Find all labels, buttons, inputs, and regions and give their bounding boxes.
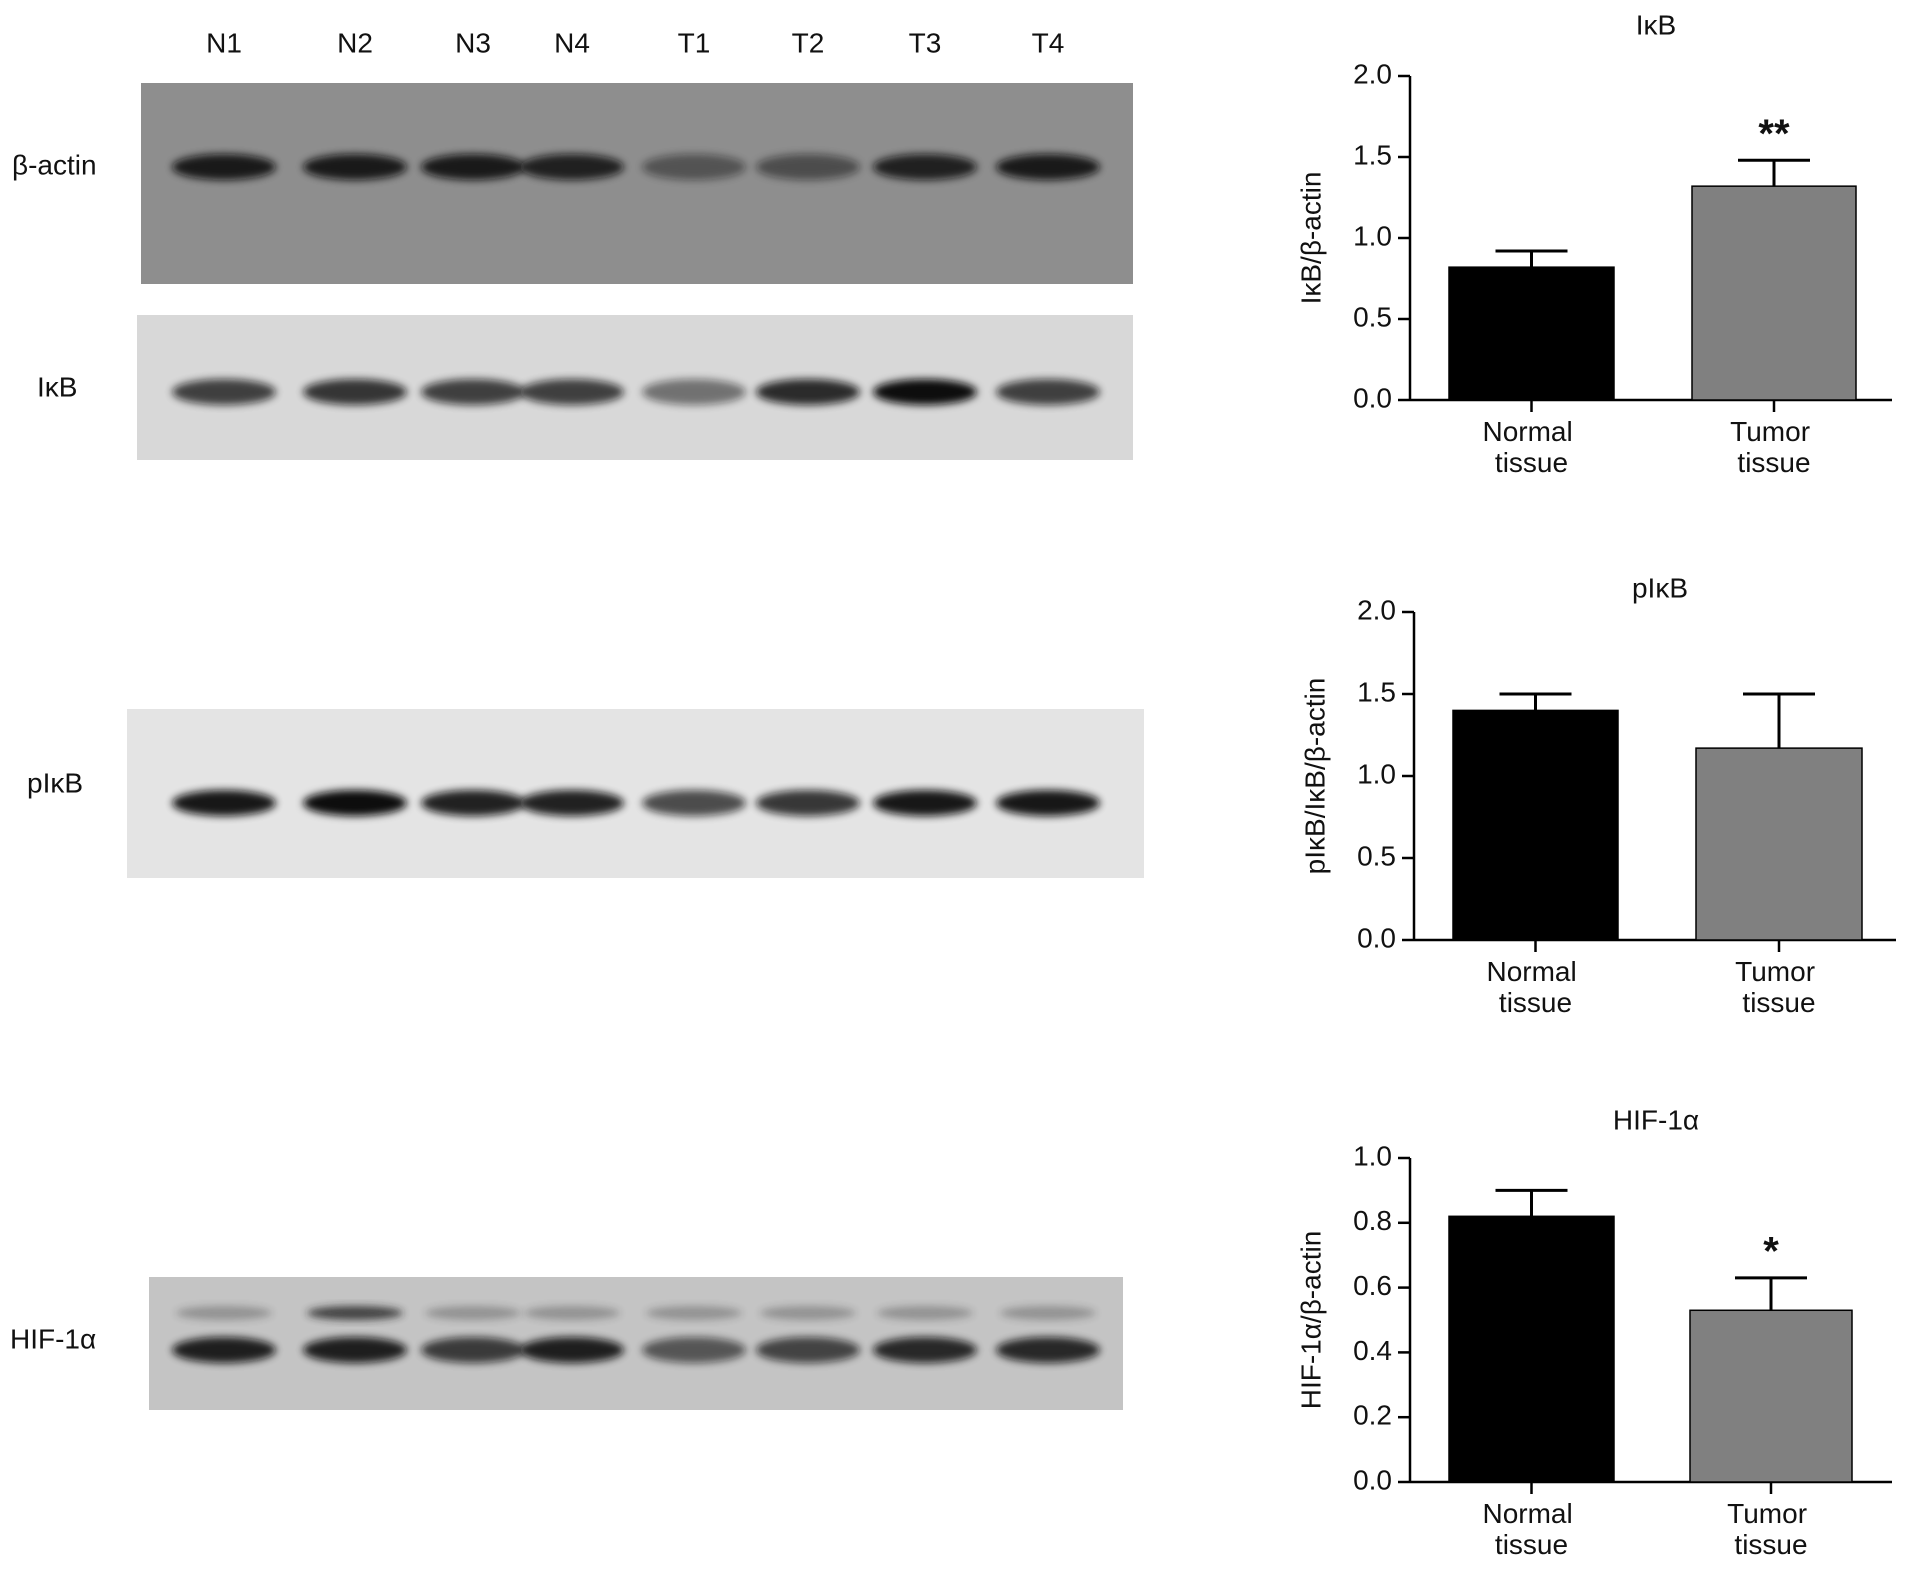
significance-label: *: [1763, 1229, 1779, 1273]
bar: [1448, 1215, 1615, 1483]
blot-band: [303, 1337, 407, 1363]
blot-band: [996, 379, 1100, 405]
y-tick-label: 2.0: [1353, 58, 1392, 89]
chart-title: HIF-1α: [1613, 1104, 1699, 1135]
blot-band: [646, 1306, 742, 1320]
blot-band: [421, 1337, 525, 1363]
lane-label: N4: [554, 27, 590, 58]
blot-band: [642, 1337, 746, 1363]
blot-band: [873, 790, 977, 816]
blot-band: [642, 790, 746, 816]
y-tick-label: 0.2: [1353, 1400, 1392, 1431]
blot-band: [520, 1337, 624, 1363]
blot-band: [524, 1306, 620, 1320]
blot-band: [425, 1306, 521, 1320]
y-axis-label: IκB/β-actin: [1295, 172, 1326, 305]
y-tick-label: 1.0: [1353, 220, 1392, 251]
blot-membrane: [149, 1277, 1123, 1410]
bar: [1689, 1309, 1853, 1483]
blot-band: [303, 790, 407, 816]
x-tick-label: Normal tissue: [1486, 956, 1584, 1018]
chart-title: pIκB: [1632, 572, 1688, 603]
blot-band: [642, 154, 746, 180]
blot-band: [877, 1306, 973, 1320]
x-tick-label: Tumor tissue: [1735, 956, 1823, 1018]
blot-band: [307, 1306, 403, 1320]
blot-band: [1000, 1306, 1096, 1320]
y-tick-label: 0.4: [1353, 1335, 1392, 1366]
blot-band: [172, 379, 276, 405]
y-tick-label: 0.6: [1353, 1270, 1392, 1301]
y-tick-label: 2.0: [1357, 594, 1396, 625]
blot-band: [873, 154, 977, 180]
blot-band: [172, 1337, 276, 1363]
blot-band: [760, 1306, 856, 1320]
bar: [1691, 185, 1857, 401]
blot-band: [756, 790, 860, 816]
blot-band: [520, 790, 624, 816]
blot-band: [756, 379, 860, 405]
blot-band: [172, 154, 276, 180]
western-blots: N1 N2 N3 N4 T1 T2 T3 T4 β-actin IκB pIκB HIF-1α: [10, 27, 1144, 1410]
row-label: IκB: [37, 371, 77, 402]
blot-band: [756, 154, 860, 180]
row-label: β-actin: [12, 149, 97, 180]
y-axis-label: pIκB/IκB/β-actin: [1299, 678, 1330, 875]
blot-band: [421, 790, 525, 816]
y-tick-label: 0.5: [1357, 840, 1396, 871]
lane-label: T4: [1032, 27, 1065, 58]
y-tick-label: 0.8: [1353, 1205, 1392, 1236]
significance-label: **: [1758, 112, 1790, 156]
row-label: pIκB: [27, 767, 83, 798]
bar: [1695, 747, 1863, 941]
x-tick-label: Normal tissue: [1482, 1498, 1580, 1560]
blot-band: [303, 154, 407, 180]
blot-band: [756, 1337, 860, 1363]
y-tick-label: 0.0: [1353, 1464, 1392, 1495]
blot-membrane: [141, 83, 1133, 284]
bar: [1448, 266, 1615, 401]
blot-band: [520, 154, 624, 180]
blot-band: [520, 379, 624, 405]
x-tick-label: Normal tissue: [1482, 416, 1580, 478]
blot-membrane: [137, 315, 1133, 460]
blot-band: [642, 379, 746, 405]
blot-band: [996, 790, 1100, 816]
blot-band: [303, 379, 407, 405]
lane-label: N2: [337, 27, 373, 58]
y-tick-label: 0.0: [1353, 382, 1392, 413]
y-tick-label: 1.5: [1357, 676, 1396, 707]
blot-band: [172, 790, 276, 816]
lane-label: N3: [455, 27, 491, 58]
y-axis-label: HIF-1α/β-actin: [1295, 1231, 1326, 1410]
y-tick-label: 0.5: [1353, 301, 1392, 332]
blot-band: [996, 1337, 1100, 1363]
lane-label: T2: [792, 27, 825, 58]
x-tick-label: Tumor tissue: [1730, 416, 1818, 478]
lane-label: N1: [206, 27, 242, 58]
blot-band: [421, 379, 525, 405]
y-tick-label: 1.0: [1357, 758, 1396, 789]
blot-band: [873, 1337, 977, 1363]
bar: [1452, 709, 1619, 941]
y-tick-label: 1.0: [1353, 1140, 1392, 1171]
blot-band: [996, 154, 1100, 180]
lane-label: T3: [909, 27, 942, 58]
blot-band: [421, 154, 525, 180]
lane-label: T1: [678, 27, 711, 58]
y-tick-label: 1.5: [1353, 139, 1392, 170]
chart-title: IκB: [1636, 9, 1676, 40]
row-label: HIF-1α: [10, 1323, 96, 1354]
blot-membrane: [127, 709, 1144, 878]
blot-band: [873, 379, 977, 405]
x-tick-label: Tumor tissue: [1727, 1498, 1815, 1560]
blot-band: [176, 1306, 272, 1320]
y-tick-label: 0.0: [1357, 922, 1396, 953]
